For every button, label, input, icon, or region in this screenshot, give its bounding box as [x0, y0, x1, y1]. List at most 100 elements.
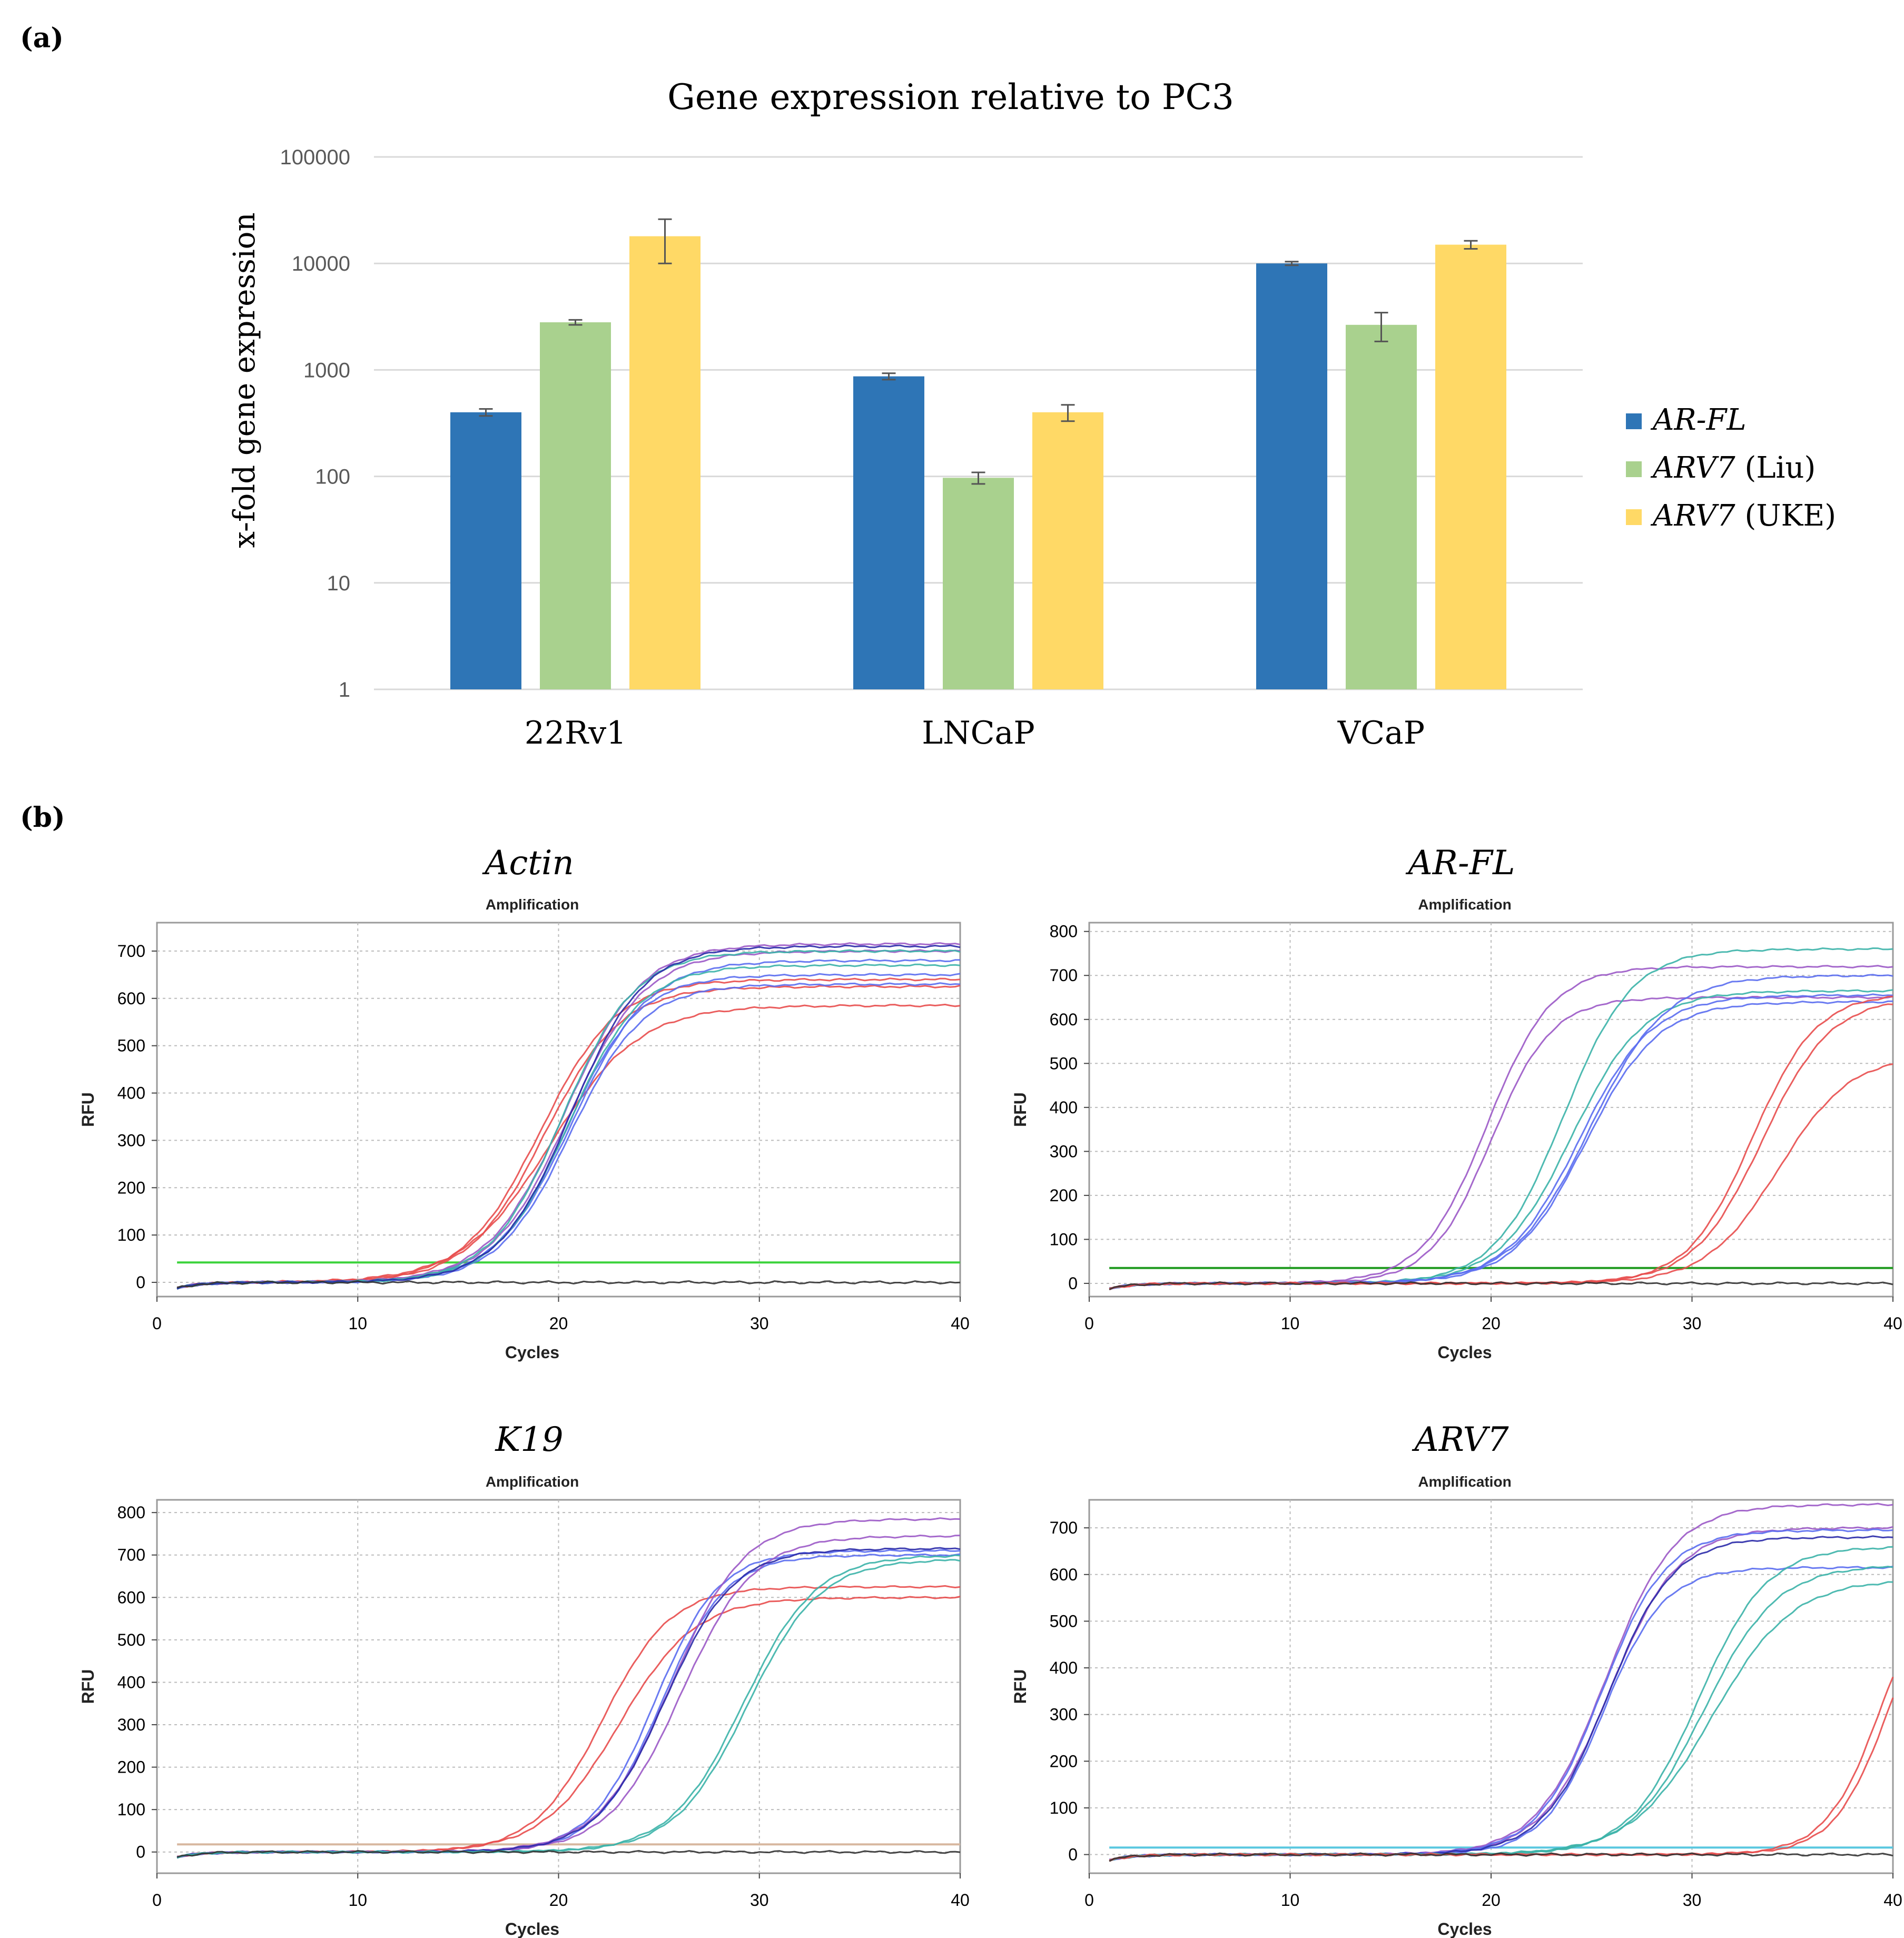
legend-swatch-arv7-liu [1626, 461, 1642, 477]
y-axis-label: RFU [1011, 1669, 1030, 1704]
x-tick-label: 0 [1084, 1314, 1094, 1333]
amplification-curve [1109, 1281, 1893, 1291]
x-axis-label: Cycles [505, 1343, 559, 1362]
bar-ar-fl-vcap [1256, 263, 1327, 689]
error-bar [1061, 404, 1075, 422]
y-tick-label: 1 [339, 678, 350, 701]
y-tick-label: 300 [1050, 1142, 1078, 1161]
y-tick-label: 700 [1050, 966, 1078, 985]
x-axis-label: Cycles [505, 1920, 559, 1938]
y-axis-label: RFU [78, 1669, 97, 1704]
bar-arv7-liu-22rv1 [540, 322, 611, 689]
x-tick-label: 40 [1883, 1314, 1902, 1333]
y-tick-label: 200 [1050, 1186, 1078, 1205]
y-tick-label: 100 [315, 466, 350, 489]
y-tick-label: 100 [1050, 1230, 1078, 1249]
bar-arv7-uke-lncap [1032, 412, 1103, 689]
bar-arv7-liu-lncap [943, 478, 1014, 689]
x-tick-label: 10 [348, 1891, 367, 1910]
legend-label-ar-fl: AR-FL [1650, 403, 1747, 437]
amplification-plot-k19: 0 10 20 30 400100200300400500600700800Amplif… [78, 1474, 970, 1938]
amplification-title: Amplification [1418, 896, 1511, 913]
x-tick-label: 0 [152, 1891, 162, 1910]
y-tick-label: 400 [1050, 1658, 1078, 1677]
y-tick-label: 0 [1068, 1845, 1078, 1864]
k19-gene-title: K19 [495, 1420, 563, 1459]
bar-ar-fl-22rv1 [450, 412, 521, 689]
bar-chart: Gene expression relative to PC3 x-fold g… [228, 77, 1836, 752]
amplification-title: Amplification [486, 1474, 579, 1490]
y-tick-label: 0 [136, 1273, 145, 1292]
y-tick-label: 0 [136, 1843, 145, 1862]
y-tick-label: 800 [1050, 922, 1078, 941]
y-tick-label: 300 [117, 1715, 145, 1734]
x-tick-label: 40 [951, 1891, 970, 1910]
legend-label-arv7-liu: ARV7 (Liu) [1650, 451, 1816, 485]
x-tick-label: 20 [1482, 1891, 1501, 1910]
y-tick-label: 1000 [303, 359, 350, 382]
y-tick-label: 200 [1050, 1752, 1078, 1771]
x-axis-label: Cycles [1437, 1920, 1492, 1938]
amplification-curve [1109, 1063, 1893, 1290]
amplification-curve [176, 1559, 961, 1859]
y-tick-label: 600 [117, 1588, 145, 1607]
y-tick-label: 500 [117, 1036, 145, 1055]
amplification-plot-arv7: 0 10 20 30 400100200300400500600700Amplifica… [1011, 1474, 1902, 1938]
x-category-label: LNCaP [922, 715, 1034, 752]
y-tick-label: 700 [1050, 1518, 1078, 1537]
error-bar [479, 408, 493, 417]
x-tick-label: 20 [549, 1314, 568, 1333]
y-tick-label: 400 [1050, 1098, 1078, 1117]
x-tick-label: 30 [1683, 1891, 1702, 1910]
y-tick-label: 10000 [292, 252, 350, 275]
bar-ar-fl-lncap [853, 376, 924, 689]
x-tick-label: 40 [1883, 1891, 1902, 1910]
y-tick-label: 600 [117, 989, 145, 1008]
y-tick-label: 0 [1068, 1274, 1078, 1293]
y-tick-label: 500 [117, 1630, 145, 1649]
y-tick-label: 100 [1050, 1798, 1078, 1817]
amplification-title: Amplification [486, 896, 579, 913]
x-tick-label: 10 [1281, 1314, 1300, 1333]
amplification-curve [176, 1280, 961, 1289]
y-axis-label: RFU [78, 1092, 97, 1127]
x-tick-label: 20 [549, 1891, 568, 1910]
arv7-gene-title: ARV7 [1412, 1420, 1508, 1459]
x-tick-label: 0 [152, 1314, 162, 1333]
x-tick-label: 10 [348, 1314, 367, 1333]
error-bar [1374, 312, 1388, 342]
x-category-label: VCaP [1337, 715, 1425, 752]
legend-swatch-ar-fl [1626, 413, 1642, 429]
y-tick-label: 100 [117, 1800, 145, 1819]
error-bar [971, 471, 985, 485]
y-tick-label: 100 [117, 1225, 145, 1244]
y-tick-label: 600 [1050, 1565, 1078, 1584]
y-tick-label: 400 [117, 1673, 145, 1692]
legend-swatch-arv7-uke [1626, 509, 1642, 525]
amplification-plot-actin: 0 10 20 30 400100200300400500600700Amplifica… [78, 896, 970, 1362]
x-tick-label: 40 [951, 1314, 970, 1333]
error-bar [882, 372, 896, 381]
x-tick-label: 10 [1281, 1891, 1300, 1910]
y-tick-label: 600 [1050, 1010, 1078, 1029]
bar-arv7-uke-vcap [1435, 244, 1506, 689]
y-tick-label: 200 [117, 1758, 145, 1777]
amplification-plot-ar-fl: 0 10 20 30 400100200300400500600700800Amplif… [1011, 896, 1902, 1362]
y-tick-label: 500 [1050, 1054, 1078, 1073]
bar-chart-y-axis-label: x-fold gene expression [228, 212, 262, 548]
y-tick-label: 400 [117, 1084, 145, 1103]
y-tick-label: 200 [117, 1178, 145, 1197]
y-tick-label: 700 [117, 1546, 145, 1565]
bar-chart-legend: AR-FL ARV7 (Liu) ARV7 (UKE) [1626, 403, 1836, 533]
y-tick-label: 500 [1050, 1611, 1078, 1630]
y-tick-label: 300 [117, 1131, 145, 1150]
x-tick-label: 30 [750, 1891, 769, 1910]
x-category-label: 22Rv1 [525, 715, 627, 752]
x-axis-label: Cycles [1437, 1343, 1492, 1362]
x-tick-label: 0 [1084, 1891, 1094, 1910]
error-bar [568, 319, 583, 326]
bar-chart-title: Gene expression relative to PC3 [667, 77, 1234, 117]
y-axis-label: RFU [1011, 1092, 1030, 1127]
y-tick-label: 700 [117, 942, 145, 961]
amplification-title: Amplification [1418, 1474, 1511, 1490]
